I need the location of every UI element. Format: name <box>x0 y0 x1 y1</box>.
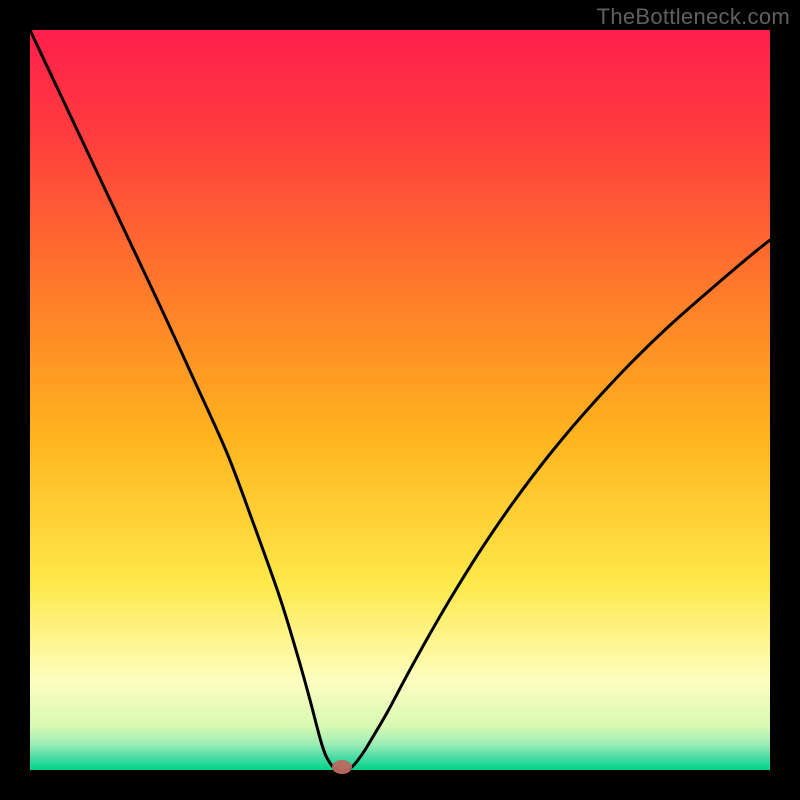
minimum-marker <box>332 760 352 774</box>
watermark-text: TheBottleneck.com <box>597 4 790 30</box>
plot-area <box>30 30 770 770</box>
curve-left <box>30 30 339 770</box>
curve-right <box>346 240 770 770</box>
chart-svg <box>30 30 770 770</box>
